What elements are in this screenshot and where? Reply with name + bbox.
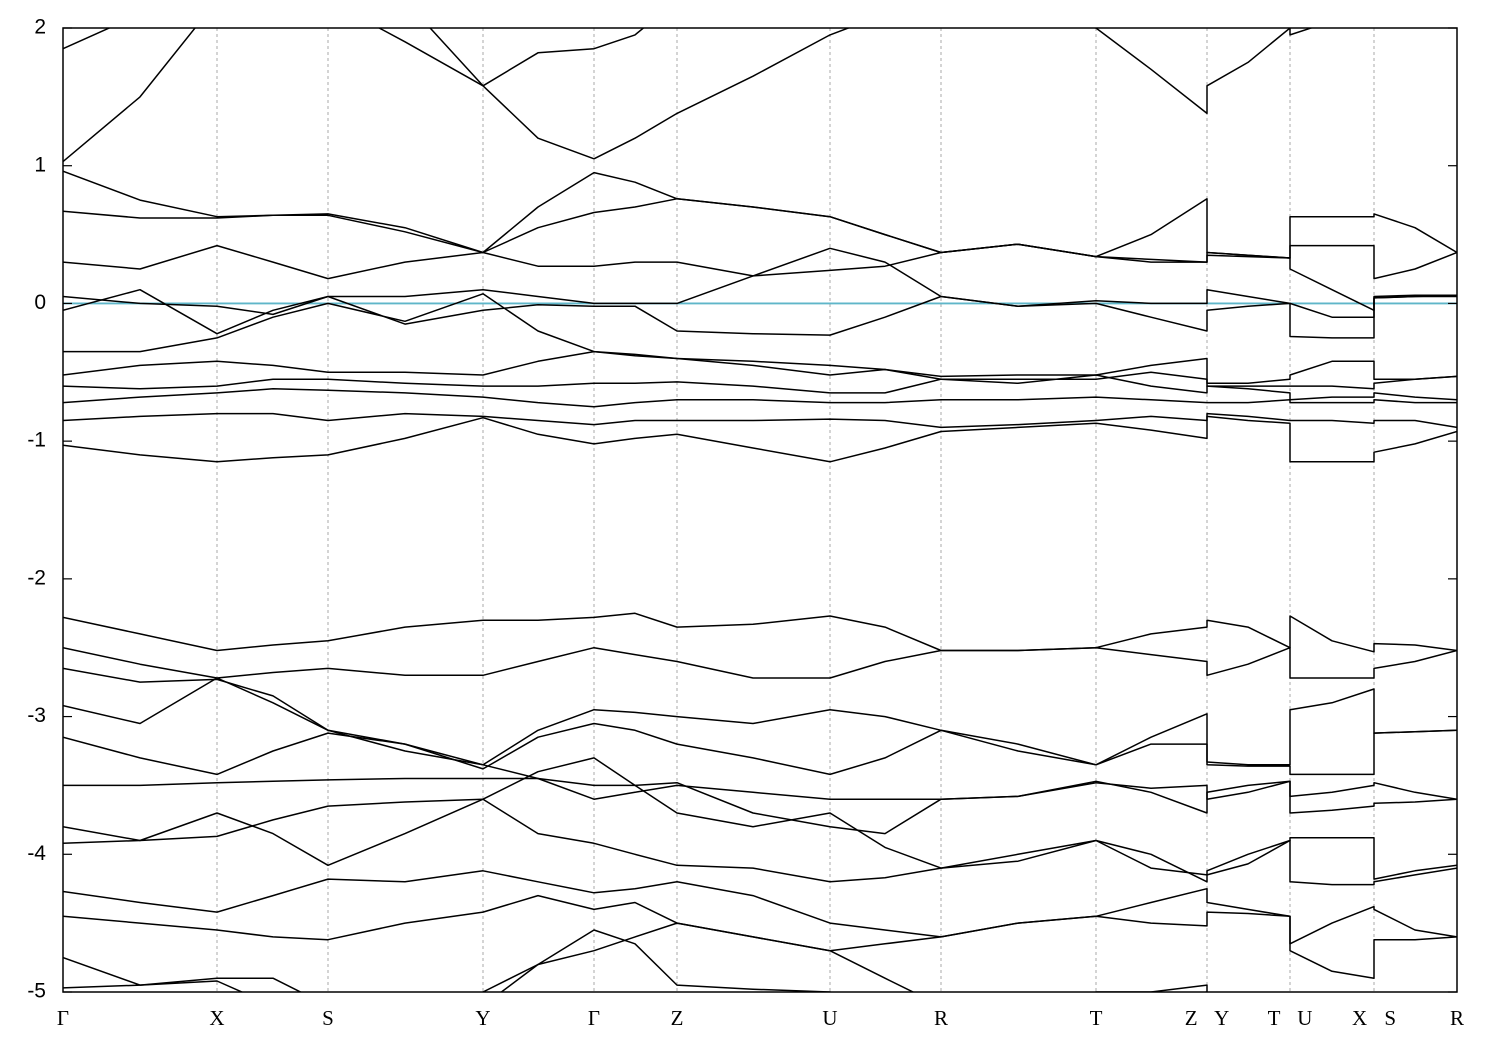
y-tick-label: -5 [27, 980, 46, 1003]
band [63, 247, 1457, 332]
band [63, 288, 1457, 339]
band [63, 28, 1314, 163]
band [63, 612, 1457, 653]
band [63, 374, 1457, 401]
band [63, 198, 1457, 280]
band [63, 677, 1457, 776]
band [63, 243, 1457, 312]
x-tick-label: S [322, 1006, 334, 1030]
band [63, 646, 1457, 679]
x-tick-label: X [209, 1006, 224, 1030]
y-tick-label: -2 [27, 566, 46, 589]
band [63, 798, 1457, 886]
x-tick-label: R [934, 1006, 948, 1030]
band [63, 732, 1457, 814]
x-tick-label: Z Y [1185, 1006, 1229, 1030]
y-tick-label: -3 [27, 704, 46, 727]
band [63, 922, 1208, 992]
band [63, 388, 1457, 408]
band [63, 777, 1457, 835]
x-tick-label: Z [671, 1006, 684, 1030]
band [63, 412, 1457, 429]
y-tick-label: -1 [27, 429, 46, 452]
band [63, 293, 1457, 385]
y-tick-label: -4 [27, 842, 46, 865]
x-tick-label: Γ [588, 1006, 600, 1030]
axes: -5 -4 -3 -2 -1 0 1 2 Γ X S Y Γ Z U R T Z Y T U X S R [27, 16, 1464, 1030]
x-tick-label: X S [1352, 1006, 1396, 1030]
band [63, 870, 1457, 945]
y-tick-label: 1 [34, 153, 46, 176]
band [63, 350, 1457, 390]
band [63, 415, 1457, 463]
x-tick-label: Y [475, 1006, 490, 1030]
x-tick-label: T U [1268, 1006, 1313, 1030]
band [63, 757, 1457, 880]
y-tick-label: 2 [34, 16, 46, 39]
plot-frame [62, 27, 1458, 993]
bands [63, 28, 1457, 992]
band [63, 667, 1457, 766]
x-tick-label: Γ [57, 1006, 69, 1030]
x-tick-label: U [822, 1006, 837, 1030]
band [63, 894, 1457, 979]
y-tick-label: 0 [34, 291, 46, 314]
x-tick-label: R [1450, 1006, 1464, 1030]
x-tick-label: T [1090, 1006, 1103, 1030]
